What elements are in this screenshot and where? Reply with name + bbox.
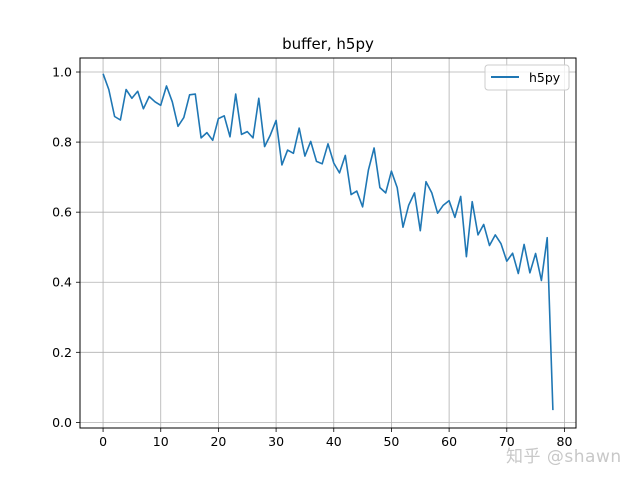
legend: h5py bbox=[484, 64, 570, 91]
legend-box bbox=[484, 64, 570, 91]
x-tick-label: 30 bbox=[268, 434, 284, 449]
y-tick-label: 0.8 bbox=[52, 135, 72, 150]
grid-lines bbox=[80, 58, 576, 428]
x-tick-label: 70 bbox=[499, 434, 515, 449]
x-tick-label: 10 bbox=[153, 434, 169, 449]
x-tick-label: 20 bbox=[210, 434, 226, 449]
y-tick-label: 0.2 bbox=[52, 345, 72, 360]
y-tick-label: 0.0 bbox=[52, 415, 72, 430]
series-line-h5py bbox=[102, 73, 554, 411]
x-tick-label: 80 bbox=[557, 434, 573, 449]
x-tick-label: 60 bbox=[441, 434, 457, 449]
y-axis-ticks: 0.0 0.2 0.4 0.6 0.8 1.0 bbox=[52, 65, 80, 430]
y-tick-label: 0.4 bbox=[52, 275, 72, 290]
axes-frame bbox=[79, 57, 577, 429]
x-tick-label: 0 bbox=[99, 434, 107, 449]
x-axis-ticks: 0 10 20 30 40 50 60 70 80 bbox=[99, 428, 572, 449]
data-series bbox=[102, 73, 554, 411]
x-tick-label: 40 bbox=[326, 434, 342, 449]
x-tick-label: 50 bbox=[383, 434, 399, 449]
y-tick-label: 1.0 bbox=[52, 65, 72, 80]
y-tick-label: 0.6 bbox=[52, 205, 72, 220]
legend-label: h5py bbox=[529, 70, 561, 85]
watermark: 知乎 @shawn bbox=[506, 447, 622, 467]
chart-title: buffer, h5py bbox=[282, 35, 374, 53]
